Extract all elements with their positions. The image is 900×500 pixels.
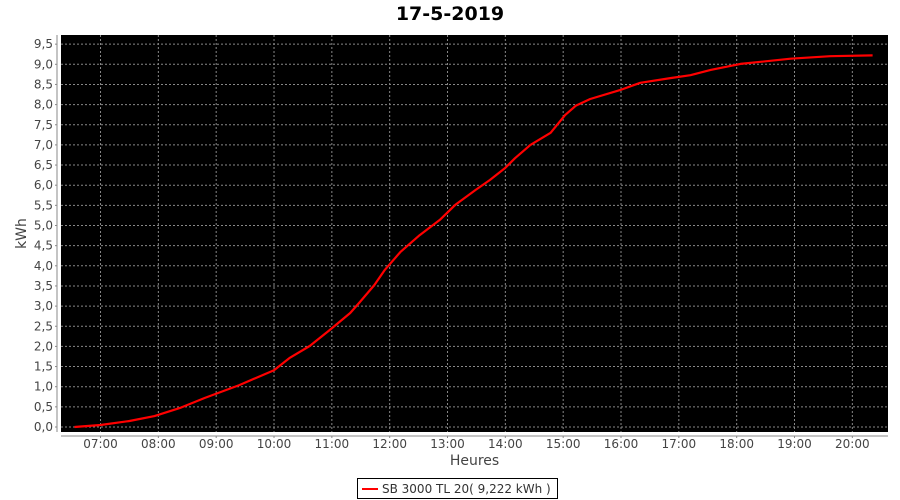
y-axis-label: kWh bbox=[14, 218, 30, 249]
y-tick-label: 9,5 bbox=[34, 37, 53, 51]
y-tick-label: 3,0 bbox=[34, 299, 53, 313]
y-tick-label: 6,0 bbox=[34, 178, 53, 192]
x-tick-label: 17:00 bbox=[662, 437, 697, 451]
x-tick-label: 14:00 bbox=[488, 437, 523, 451]
y-tick-label: 1,0 bbox=[34, 380, 53, 394]
y-tick-label: 5,5 bbox=[34, 198, 53, 212]
series-line bbox=[74, 54, 873, 429]
chart-title: 17-5-2019 bbox=[395, 3, 505, 25]
legend: SB 3000 TL 20( 9,222 kWh ) bbox=[357, 478, 558, 499]
y-tick-label: 8,5 bbox=[34, 77, 53, 91]
x-tick-label: 20:00 bbox=[835, 437, 870, 451]
y-tick-label: 2,5 bbox=[34, 319, 53, 333]
legend-swatch bbox=[362, 487, 378, 490]
x-tick-label: 09:00 bbox=[199, 437, 234, 451]
x-tick-label: 15:00 bbox=[546, 437, 581, 451]
y-tick-label: 2,0 bbox=[34, 339, 53, 353]
y-tick-label: 1,5 bbox=[34, 360, 53, 374]
y-tick-label: 4,5 bbox=[34, 239, 53, 253]
y-tick-label: 7,0 bbox=[34, 138, 53, 152]
y-tick-label: 0,0 bbox=[34, 420, 53, 434]
y-tick-label: 3,5 bbox=[34, 279, 53, 293]
y-tick-label: 9,0 bbox=[34, 57, 53, 71]
y-tick-label: 0,5 bbox=[34, 400, 53, 414]
y-tick-label: 6,5 bbox=[34, 158, 53, 172]
x-tick-label: 18:00 bbox=[719, 437, 754, 451]
x-tick-label: 08:00 bbox=[141, 437, 176, 451]
x-tick-label: 12:00 bbox=[372, 437, 407, 451]
x-tick-label: 07:00 bbox=[83, 437, 118, 451]
x-tick-label: 13:00 bbox=[430, 437, 465, 451]
y-tick-label: 7,5 bbox=[34, 118, 53, 132]
y-tick-label: 5,0 bbox=[34, 219, 53, 233]
y-tick-label: 8,0 bbox=[34, 98, 53, 112]
plot-area bbox=[61, 35, 888, 432]
legend-label: SB 3000 TL 20( 9,222 kWh ) bbox=[382, 481, 551, 496]
x-tick-label: 11:00 bbox=[315, 437, 350, 451]
y-tick-label: 4,0 bbox=[34, 259, 53, 273]
x-tick-label: 10:00 bbox=[257, 437, 292, 451]
x-axis-label: Heures bbox=[450, 453, 499, 469]
x-tick-label: 19:00 bbox=[777, 437, 812, 451]
x-tick-label: 16:00 bbox=[604, 437, 639, 451]
